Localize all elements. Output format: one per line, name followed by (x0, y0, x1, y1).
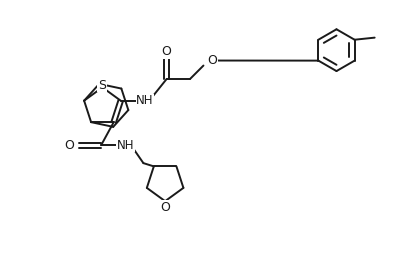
Text: S: S (98, 79, 106, 92)
Text: O: O (162, 45, 172, 58)
Text: O: O (64, 139, 74, 152)
Text: O: O (160, 200, 170, 214)
Text: O: O (208, 54, 217, 67)
Text: NH: NH (136, 94, 154, 107)
Text: NH: NH (117, 139, 135, 152)
